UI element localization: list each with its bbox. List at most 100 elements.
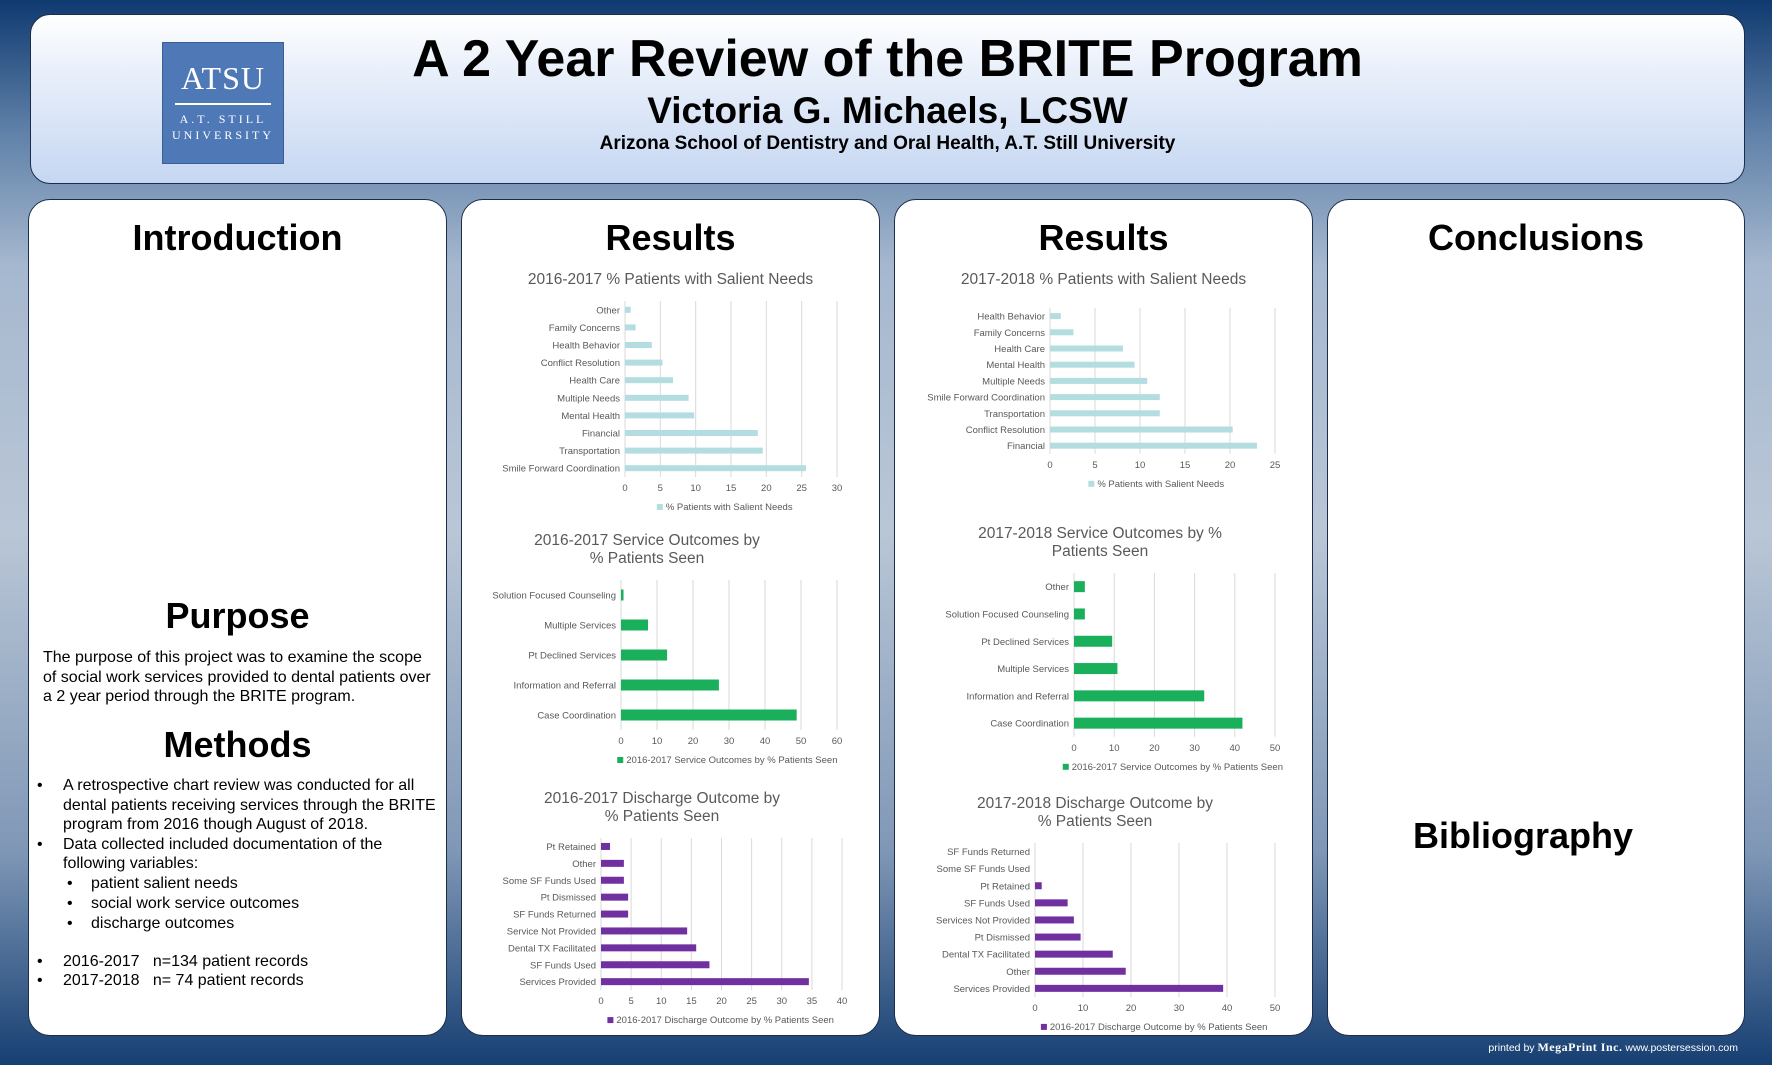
category-label: Dental TX Facilitated <box>508 943 596 954</box>
bar <box>1050 410 1160 417</box>
category-label: Financial <box>1007 441 1045 452</box>
bar <box>621 709 797 721</box>
methods-item: A retrospective chart review was conduct… <box>31 776 441 835</box>
category-label: Services Provided <box>953 984 1030 995</box>
bar <box>625 430 758 436</box>
x-tick-label: 50 <box>1270 743 1281 754</box>
bar <box>625 342 652 348</box>
sample-item: 2016-2017 n=134 patient records <box>31 952 441 972</box>
logo-sub-text-2: University <box>172 128 274 142</box>
x-tick-label: 10 <box>652 736 663 747</box>
category-label: Family Concerns <box>974 328 1046 339</box>
poster-header: ATSU A.T. Still University A 2 Year Revi… <box>30 14 1745 184</box>
logo-divider <box>175 103 271 105</box>
category-label: Mental Health <box>986 360 1045 371</box>
x-tick-label: 0 <box>618 736 623 747</box>
bar <box>1050 345 1123 352</box>
x-tick-label: 50 <box>1270 1003 1281 1014</box>
chart-title-needs-2016: 2016-2017 % Patients with Salient Needs <box>527 271 814 288</box>
bar <box>625 394 689 401</box>
category-label: Pt Dismissed <box>541 893 596 904</box>
chart-title-services-2016: 2016-2017 Service Outcomes by % Patients… <box>534 532 760 567</box>
category-label: Services Provided <box>519 977 596 988</box>
x-tick-label: 0 <box>1032 1003 1037 1014</box>
chart-discharge-2017: 0 10 20 30 40 50 SF Funds Returned Some SF Fund… <box>936 843 1281 1033</box>
x-tick-label: 20 <box>1225 460 1236 471</box>
legend-label: % Patients with Salient Needs <box>666 502 793 513</box>
purpose-text: The purpose of this project was to exami… <box>43 649 431 705</box>
bar <box>625 324 636 331</box>
bar <box>1035 933 1081 941</box>
x-tick-label: 50 <box>796 736 807 747</box>
bar <box>601 910 629 918</box>
chart-title-discharge-2016: 2016-2017 Discharge Outcome by % Patient… <box>543 790 781 825</box>
x-tick-label: 30 <box>776 996 787 1007</box>
bar <box>1050 394 1160 401</box>
x-tick-label: 25 <box>1270 460 1281 471</box>
bar <box>601 944 697 952</box>
printer-url: www.postersession.com <box>1625 1042 1738 1054</box>
bar <box>625 306 631 313</box>
bar <box>601 978 809 986</box>
x-tick-label: 0 <box>598 996 603 1007</box>
category-label: Financial <box>582 429 620 440</box>
bar <box>1074 663 1118 675</box>
category-label: Some SF Funds Used <box>937 864 1030 875</box>
bar <box>1050 442 1257 449</box>
x-tick-label: 0 <box>1071 743 1076 754</box>
x-tick-label: 30 <box>1174 1003 1185 1014</box>
poster-affiliation: Arizona School of Dentistry and Oral Hea… <box>599 133 1176 154</box>
bar <box>1035 899 1068 907</box>
category-label: Health Care <box>994 344 1045 355</box>
category-label: Information and Referral <box>967 691 1069 702</box>
bar <box>1050 377 1148 384</box>
conclusions-heading: Conclusions <box>1427 217 1645 258</box>
x-tick-label: 15 <box>686 996 697 1007</box>
bar <box>621 589 624 601</box>
category-label: Dental TX Facilitated <box>942 950 1030 961</box>
bar <box>1074 608 1085 620</box>
x-tick-label: 10 <box>690 483 701 494</box>
bar <box>1035 882 1042 890</box>
category-label: Other <box>1006 967 1030 978</box>
legend-label: 2016-2017 Service Outcomes by % Patients… <box>1072 762 1283 773</box>
category-label: Conflict Resolution <box>541 358 620 369</box>
atsu-logo: ATSU A.T. Still University <box>162 42 284 164</box>
purpose-heading: Purpose <box>165 595 310 636</box>
category-label: Multiple Services <box>544 621 616 632</box>
bar <box>601 842 611 850</box>
x-tick-label: 15 <box>1180 460 1191 471</box>
category-label: Case Coordination <box>990 719 1069 730</box>
bar <box>1035 916 1074 924</box>
bar <box>1074 581 1085 593</box>
chart-title-services-2017: 2017-2018 Service Outcomes by % Patients… <box>978 525 1222 560</box>
category-label: Other <box>572 859 596 870</box>
variable-item: discharge outcomes <box>31 914 441 934</box>
x-tick-label: 0 <box>622 483 627 494</box>
category-label: Pt Declined Services <box>528 651 616 662</box>
x-tick-label: 10 <box>1078 1003 1089 1014</box>
category-label: Smile Forward Coordination <box>502 464 620 475</box>
category-label: Mental Health <box>561 411 620 422</box>
sample-item: 2017-2018 n= 74 patient records <box>31 971 441 991</box>
printer-company: MegaPrint Inc. <box>1537 1040 1623 1054</box>
category-label: Solution Focused Counseling <box>492 591 616 602</box>
x-tick-label: 10 <box>1109 743 1120 754</box>
x-tick-label: 20 <box>761 483 772 494</box>
introduction-panel: Introduction Purpose The purpose of this… <box>28 199 447 1036</box>
legend-label: 2016-2017 Discharge Outcome by % Patient… <box>616 1015 834 1026</box>
x-tick-label: 35 <box>807 996 818 1007</box>
x-tick-label: 20 <box>688 736 699 747</box>
category-label: SF Funds Returned <box>513 910 596 921</box>
category-label: Pt Retained <box>980 881 1030 892</box>
bibliography-heading: Bibliography <box>1412 815 1633 856</box>
poster-author: Victoria G. Michaels, LCSW <box>647 90 1128 131</box>
bar <box>1074 717 1243 729</box>
printed-by-label: printed by <box>1488 1042 1535 1054</box>
legend-label: % Patients with Salient Needs <box>1097 479 1224 490</box>
legend-label: 2016-2017 Discharge Outcome by % Patient… <box>1050 1022 1268 1033</box>
x-tick-label: 40 <box>1230 743 1241 754</box>
category-label: SF Funds Used <box>964 898 1030 909</box>
bar <box>1074 635 1113 647</box>
results-heading: Results <box>1038 217 1169 258</box>
